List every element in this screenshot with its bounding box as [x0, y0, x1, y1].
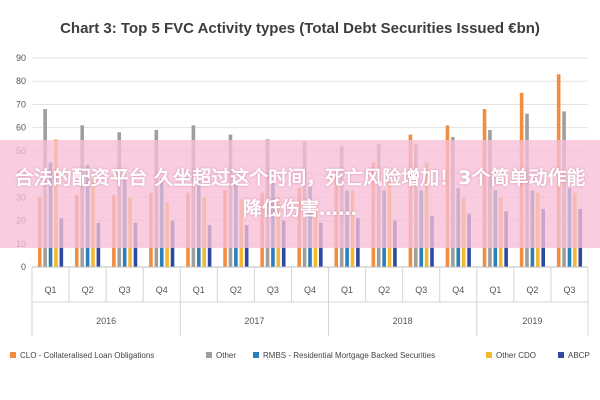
- x-tick-label: Q3: [267, 285, 279, 295]
- y-tick-label: 90: [16, 53, 26, 63]
- x-tick-label: Q3: [563, 285, 575, 295]
- y-tick-label: 0: [21, 262, 26, 272]
- year-label: 2018: [393, 316, 413, 326]
- x-tick-label: Q1: [489, 285, 501, 295]
- x-tick-label: Q1: [45, 285, 57, 295]
- x-tick-label: Q4: [452, 285, 464, 295]
- x-axis: Q1 Q2 Q3 Q4 Q1 Q2 Q3 Q4 Q1 Q2 Q3 Q4 Q1 Q2 Q3 2016 2017 20…: [31, 266, 589, 336]
- y-tick-label: 80: [16, 76, 26, 86]
- ad-overlay-banner[interactable]: 合法的配资平台 久坐超过这个时间，死亡风险增加！3个简单动作能降低伤害……: [0, 140, 600, 248]
- legend-label-clo: CLO - Collateralised Loan Obligations: [20, 351, 154, 360]
- x-tick-label: Q4: [156, 285, 168, 295]
- legend-swatch-clo: [10, 352, 16, 358]
- x-tick-label: Q3: [415, 285, 427, 295]
- legend-label-other: Other: [216, 351, 236, 360]
- y-tick-label: 60: [16, 123, 26, 133]
- legend: CLO - Collateralised Loan Obligations Oth…: [10, 351, 590, 360]
- x-tick-label: Q2: [526, 285, 538, 295]
- chart-title: Chart 3: Top 5 FVC Activity types (Total…: [60, 20, 540, 37]
- x-tick-label: Q3: [119, 285, 131, 295]
- year-label: 2016: [96, 316, 116, 326]
- x-tick-label: Q2: [82, 285, 94, 295]
- year-label: 2017: [244, 316, 264, 326]
- x-tick-label: Q1: [341, 285, 353, 295]
- year-label: 2019: [522, 316, 542, 326]
- legend-swatch-othercdo: [486, 352, 492, 358]
- legend-label-abcp: ABCP: [568, 351, 590, 360]
- ad-overlay-text[interactable]: 合法的配资平台 久坐超过这个时间，死亡风险增加！3个简单动作能降低伤害……: [14, 167, 586, 220]
- legend-label-rmbs: RMBS - Residential Mortgage Backed Secur…: [263, 351, 435, 360]
- x-tick-label: Q2: [378, 285, 390, 295]
- legend-label-othercdo: Other CDO: [496, 351, 536, 360]
- x-tick-label: Q4: [304, 285, 316, 295]
- legend-swatch-abcp: [558, 352, 564, 358]
- y-tick-label: 70: [16, 99, 26, 109]
- legend-swatch-other: [206, 352, 212, 358]
- x-tick-label: Q2: [230, 285, 242, 295]
- x-tick-label: Q1: [193, 285, 205, 295]
- legend-swatch-rmbs: [253, 352, 259, 358]
